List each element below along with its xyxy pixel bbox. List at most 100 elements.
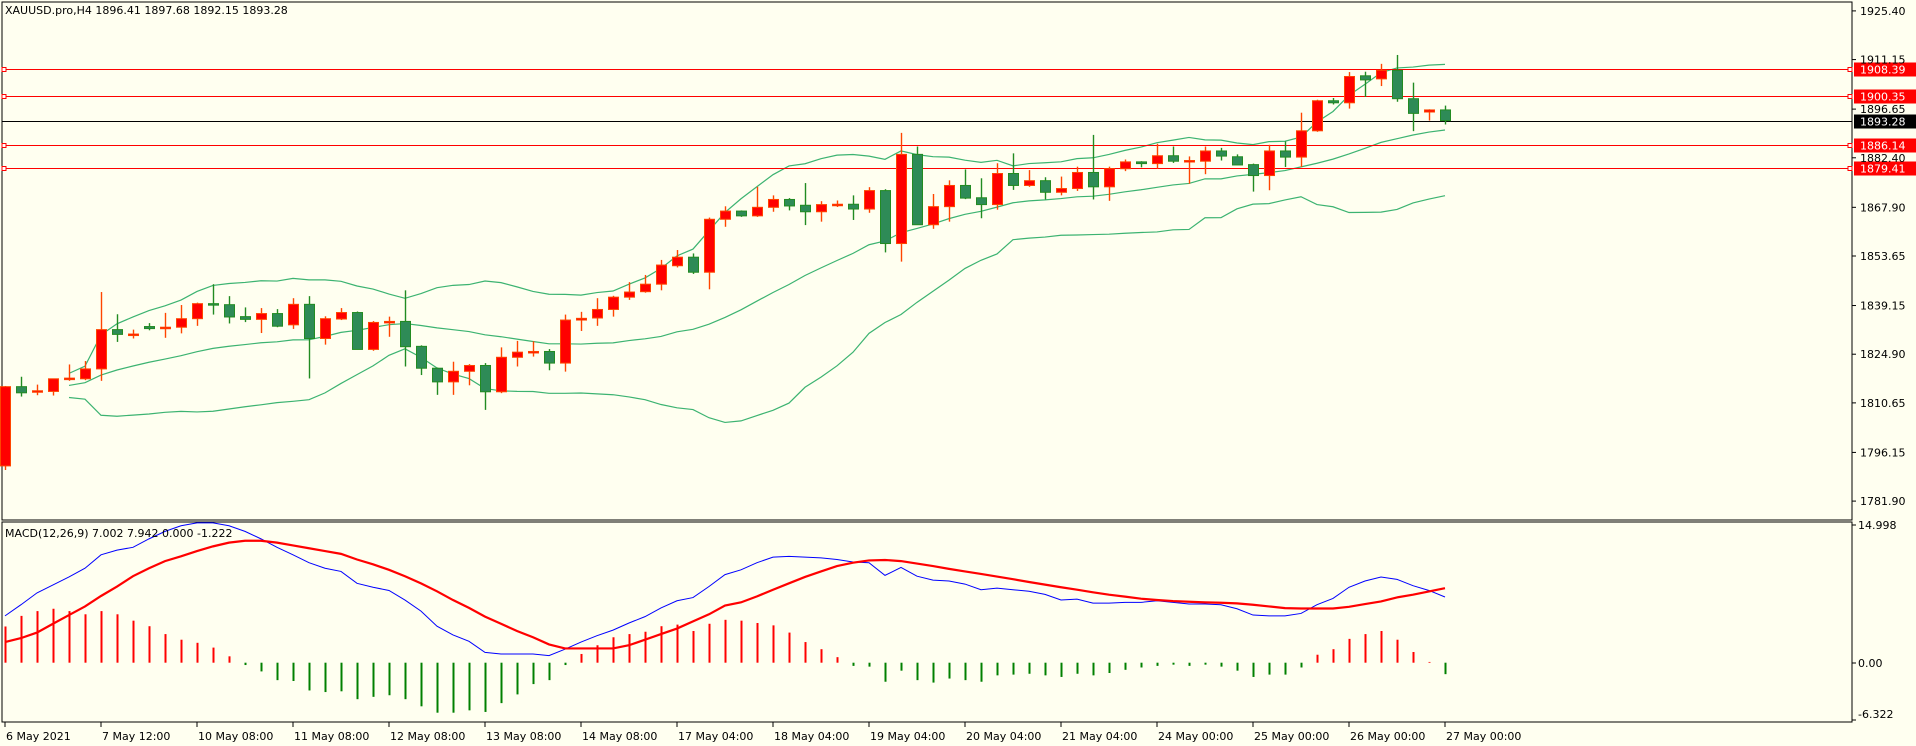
horizontal-level-line[interactable]: 1908.39 (1, 62, 1916, 77)
candle-body (192, 303, 203, 320)
level-anchor-handle[interactable] (1, 143, 7, 148)
price-axis-label: 1882.40 (1860, 152, 1906, 165)
bull-candle (1344, 72, 1355, 109)
candle-body (1392, 69, 1403, 100)
candle-body (560, 319, 571, 364)
bull-candle (256, 308, 267, 334)
bull-candle (32, 384, 43, 396)
bull-candle (656, 259, 667, 291)
candle-body (1424, 109, 1435, 113)
bull-candle (896, 132, 907, 262)
candle-body (736, 210, 747, 217)
price-axis[interactable]: 1925.40 1911.15 1896.65 1882.40 1867.90 1853.… (1852, 5, 1906, 508)
horizontal-level-line[interactable]: 1879.41 (1, 161, 1916, 176)
candle-body (1136, 161, 1147, 165)
candle-body (176, 318, 187, 328)
bear-candle (848, 195, 859, 220)
level-anchor-handle[interactable] (1847, 94, 1853, 99)
bull-candle (448, 361, 459, 395)
candle-body (1088, 171, 1099, 188)
bull-candle (1072, 166, 1083, 191)
candle-body (608, 296, 619, 310)
price-axis-label: 1867.90 (1860, 201, 1906, 214)
level-anchor-handle[interactable] (1847, 67, 1853, 72)
candle-body (448, 370, 459, 383)
level-anchor-handle[interactable] (1847, 143, 1853, 148)
candle-body (1024, 180, 1035, 186)
macd-histogram (4, 608, 1447, 713)
horizontal-level-line[interactable]: 1886.14 (1, 138, 1916, 153)
candle-body (288, 303, 299, 326)
bull-candle (1024, 170, 1035, 187)
bear-candle (240, 307, 251, 323)
candle-body (592, 308, 603, 319)
bear-candle (416, 345, 427, 376)
symbol-ohlc-label: XAUUSD.pro,H4 1896.41 1897.68 1892.15 18… (5, 4, 288, 17)
macd-axis-top: 14.998 (1858, 519, 1897, 532)
bull-candle (384, 316, 395, 337)
candle-body (320, 318, 331, 339)
candle-body (416, 345, 427, 369)
bull-candle (672, 250, 683, 268)
candle-body (832, 203, 843, 207)
level-price-label: 1900.35 (1860, 91, 1906, 104)
time-axis-label: 24 May 00:00 (1158, 730, 1233, 743)
candle-body (1120, 161, 1131, 170)
level-price-label: 1879.41 (1860, 163, 1906, 176)
candle-body (912, 153, 923, 226)
bull-candle (752, 186, 763, 217)
bull-candle (576, 311, 587, 331)
bollinger-upper-band (68, 63, 1446, 374)
level-anchor-handle[interactable] (1847, 166, 1853, 171)
time-axis[interactable]: 6 May 2021 7 May 12:00 10 May 08:00 11 May … (4, 722, 1521, 743)
bear-candle (800, 183, 811, 226)
price-pane[interactable]: 1908.39 1900.35 1886.14 1879.41 1893.28 XAUU… (0, 1, 1916, 521)
time-axis-label: 25 May 00:00 (1254, 730, 1329, 743)
candle-body (640, 283, 651, 293)
bear-candle (208, 284, 219, 315)
candle-body (336, 312, 347, 320)
level-anchor-handle[interactable] (1, 166, 7, 171)
macd-label: MACD(12,26,9) 7.002 7.942 0.000 -1.222 (5, 527, 232, 540)
time-axis-label: 20 May 04:00 (966, 730, 1041, 743)
macd-main-line (4, 522, 1446, 657)
bull-candle (640, 274, 651, 293)
level-anchor-handle[interactable] (1, 67, 7, 72)
candle-body (16, 386, 27, 394)
candle-body (1008, 173, 1019, 186)
candle-body (1312, 100, 1323, 132)
candle-body (656, 264, 667, 285)
candle-body (992, 173, 1003, 206)
macd-signal-line (4, 539, 1446, 650)
macd-lines (4, 522, 1446, 657)
level-anchor-handle[interactable] (1, 94, 7, 99)
candle-body (240, 316, 251, 320)
horizontal-levels[interactable]: 1908.39 1900.35 1886.14 1879.41 1893.28 (1, 62, 1916, 176)
time-axis-label: 18 May 04:00 (774, 730, 849, 743)
candle-body (0, 386, 11, 467)
level-price-tag (1854, 62, 1916, 77)
price-axis-label: 1853.65 (1860, 250, 1906, 263)
candle-body (624, 291, 635, 298)
bear-candle (1008, 153, 1019, 190)
candle-body (1344, 75, 1355, 104)
candle-body (112, 329, 123, 335)
candle-body (672, 256, 683, 267)
current-price-label: 1893.28 (1860, 116, 1906, 129)
horizontal-level-line[interactable]: 1900.35 (1, 89, 1916, 104)
bull-candle (832, 200, 843, 207)
bull-candle (368, 321, 379, 351)
macd-pane[interactable]: MACD(12,26,9) 7.002 7.942 0.000 -1.222 1… (1, 519, 1897, 723)
price-axis-label: 1810.65 (1860, 397, 1906, 410)
bull-candle (528, 341, 539, 357)
bull-candle (704, 217, 715, 290)
level-price-label: 1908.39 (1860, 64, 1906, 77)
candle-body (272, 313, 283, 327)
bollinger-bands (68, 63, 1446, 424)
candle-body (768, 198, 779, 208)
bull-candle (720, 206, 731, 227)
bull-candle (192, 302, 203, 326)
price-axis-label: 1925.40 (1860, 5, 1906, 18)
